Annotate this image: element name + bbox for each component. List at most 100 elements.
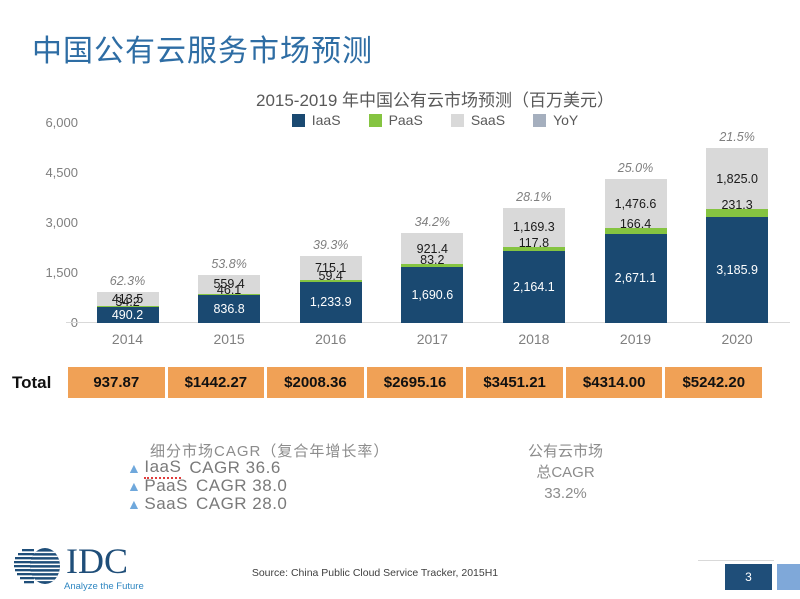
- bar-value-iaas-2014: 490.2: [111, 307, 144, 322]
- bar-segment-paas-2020: [706, 209, 769, 217]
- bar-yoy-2014: 62.3%: [109, 273, 146, 288]
- bar-segment-iaas-2014: [96, 306, 159, 323]
- bar-segment-iaas-2016: [299, 281, 362, 323]
- bar-segment-iaas-2017: [401, 266, 464, 323]
- x-axis-label-2014: 2014: [111, 331, 144, 347]
- bar-value-paas-2017: 83.2: [420, 252, 445, 267]
- bar-value-paas-2019: 166.4: [619, 217, 652, 232]
- cagr-value: CAGR 28.0: [195, 494, 288, 513]
- cagr-value: CAGR 38.0: [195, 476, 288, 495]
- x-axis-label-2015: 2015: [213, 331, 245, 347]
- bar-yoy-2017: 34.2%: [414, 215, 451, 230]
- bar-segment-paas-2017: [401, 263, 464, 267]
- cagr-list: ▲ IaaS CAGR 36.6 ▲ PaaS CAGR 38.0 ▲ SaaS CAGR 28…: [127, 457, 288, 513]
- total-cagr-block: 公有云市场 总CAGR 33.2%: [488, 441, 643, 504]
- footer-divider: [698, 560, 774, 561]
- bar-segment-saas-2017: [401, 233, 464, 264]
- y-axis-tick: 3,000: [45, 215, 78, 230]
- bar-segment-saas-2015: [198, 274, 261, 294]
- total-cell-2014: 937.87: [68, 367, 165, 398]
- bar-value-iaas-2020: 3,185.9: [716, 262, 758, 277]
- bar-segment-paas-2016: [299, 279, 362, 282]
- bar-value-paas-2020: 231.3: [721, 198, 753, 213]
- bar-value-saas-2016: 715.1: [315, 260, 347, 275]
- bar-value-saas-2015: 559.4: [213, 277, 245, 292]
- bar-value-saas-2014: 413.5: [111, 291, 144, 306]
- idc-logo: IDC: [14, 541, 128, 593]
- bar-yoy-2018: 28.1%: [516, 189, 552, 204]
- idc-globe-icon: [14, 544, 64, 593]
- bar-segment-iaas-2018: [502, 250, 565, 323]
- bar-value-iaas-2016: 1,233.9: [309, 295, 352, 310]
- idc-logo-tagline: Analyze the Future: [64, 581, 144, 592]
- bar-value-iaas-2018: 2,164.1: [513, 279, 555, 294]
- bar-segment-paas-2015: [198, 293, 261, 296]
- bar-value-paas-2016: 59.4: [318, 268, 343, 283]
- bar-segment-paas-2018: [502, 246, 565, 251]
- cagr-item-iaas: ▲ IaaS CAGR 36.6: [127, 457, 287, 479]
- total-row-label: Total: [12, 373, 52, 392]
- idc-logo-text: IDC: [66, 541, 128, 581]
- bar-yoy-2016: 39.3%: [312, 238, 349, 253]
- legend-swatch-iaas: [291, 113, 305, 127]
- total-cell-2019: $4314.00: [565, 367, 663, 398]
- bar-value-iaas-2019: 2,671.1: [614, 271, 657, 286]
- bar-segment-iaas-2020: [706, 216, 769, 323]
- bar-value-saas-2019: 1,476.6: [614, 196, 657, 211]
- page-number: 3: [725, 564, 772, 590]
- cagr-series-name: SaaS: [144, 494, 188, 513]
- bar-value-paas-2018: 117.8: [518, 235, 550, 250]
- bar-segment-paas-2019: [604, 228, 667, 234]
- y-axis-tick: 6,000: [45, 115, 78, 130]
- legend-item-saas: SaaS: [450, 112, 505, 128]
- cagr-item-saas: ▲ SaaS CAGR 28.0: [127, 494, 288, 513]
- x-axis-label-2018: 2018: [518, 331, 550, 347]
- legend-item-yoy: YoY: [533, 112, 578, 128]
- page-title: 中国公有云服务市场预测: [32, 35, 373, 68]
- chart-title: 2015-2019 年中国公有云市场预测（百万美元）: [255, 91, 615, 110]
- bar-segment-saas-2014: [96, 291, 159, 306]
- x-axis-label-2019: 2019: [619, 331, 652, 347]
- y-axis-tick: 1,500: [45, 265, 78, 280]
- bar-yoy-2019: 25.0%: [617, 161, 654, 176]
- cagr-value: CAGR 36.6: [189, 458, 281, 477]
- bar-segment-saas-2018: [502, 207, 565, 247]
- bar-value-saas-2020: 1,825.0: [716, 171, 758, 186]
- bar-yoy-2020: 21.5%: [719, 130, 755, 145]
- total-cagr-line2: 总CAGR: [536, 464, 595, 481]
- x-axis-label-2017: 2017: [416, 331, 448, 347]
- total-cagr-line3: 33.2%: [544, 485, 587, 502]
- bar-yoy-2015: 53.8%: [211, 256, 247, 271]
- legend-swatch-yoy: [533, 113, 547, 127]
- total-cagr-line1: 公有云市场: [527, 443, 603, 460]
- bar-segment-iaas-2015: [198, 295, 261, 323]
- legend-item-iaas: IaaS: [291, 112, 341, 128]
- legend-label: IaaS: [311, 112, 341, 128]
- total-cell-2020: $5242.20: [665, 367, 763, 398]
- legend-item-paas: PaaS: [368, 112, 423, 128]
- cagr-series-name: PaaS: [144, 476, 188, 495]
- cagr-item-paas: ▲ PaaS CAGR 38.0: [127, 476, 288, 495]
- cagr-heading: 细分市场CAGR（复合年增长率）: [150, 443, 390, 460]
- legend-label: YoY: [553, 112, 579, 128]
- x-axis-label-2020: 2020: [721, 331, 753, 347]
- bar-value-saas-2018: 1,169.3: [513, 220, 555, 235]
- triangle-bullet-icon: ▲: [127, 478, 142, 494]
- bar-segment-iaas-2019: [604, 233, 667, 323]
- bar-segment-saas-2019: [604, 179, 667, 229]
- cagr-series-name: IaaS: [144, 457, 182, 479]
- total-cell-2015: $1442.27: [167, 367, 265, 398]
- bar-segment-saas-2016: [299, 256, 362, 280]
- total-cell-2018: $3451.21: [466, 367, 563, 398]
- bar-value-paas-2014: 34.2: [115, 294, 140, 309]
- bar-segment-saas-2020: [706, 148, 769, 210]
- legend-label: PaaS: [388, 112, 423, 128]
- y-axis-tick: 4,500: [45, 165, 78, 180]
- bar-segment-paas-2014: [96, 305, 159, 307]
- legend-swatch-saas: [450, 113, 464, 127]
- triangle-bullet-icon: ▲: [127, 496, 142, 512]
- x-axis-label-2016: 2016: [315, 331, 347, 347]
- chart-legend: IaaS PaaS SaaS YoY: [85, 112, 785, 128]
- bar-value-saas-2017: 921.4: [416, 241, 448, 256]
